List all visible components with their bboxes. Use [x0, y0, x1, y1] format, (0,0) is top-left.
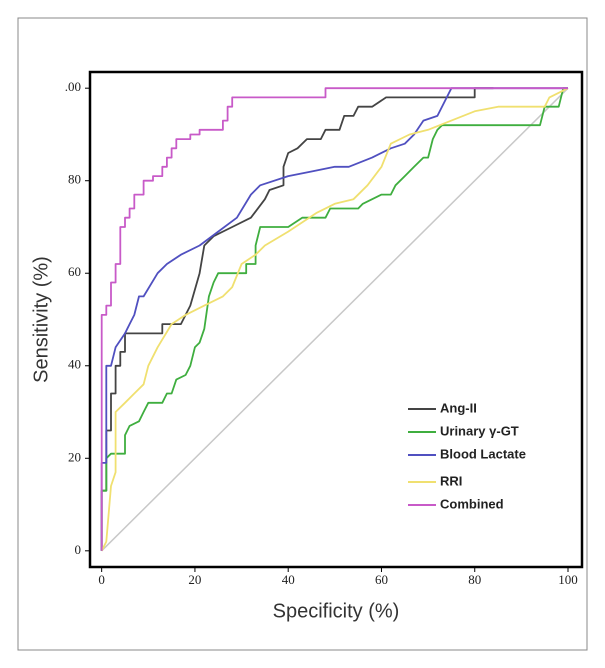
- legend-label: Urinary γ-GT: [440, 423, 519, 438]
- legend-label: RRI: [440, 473, 462, 488]
- roc-line: [100, 87, 494, 551]
- roc-line: [100, 87, 568, 551]
- roc-line: [100, 87, 568, 551]
- frame: [17, 17, 588, 651]
- roc-line: [100, 87, 568, 551]
- y-tick-label: 20: [68, 449, 81, 464]
- y-tick-label: .00: [65, 79, 81, 94]
- y-tick-label: 80: [68, 172, 81, 187]
- y-tick-label: 40: [68, 357, 81, 372]
- y-tick-label: 0: [75, 542, 82, 557]
- reference-line: [101, 87, 569, 552]
- x-tick-label: 0: [98, 572, 105, 587]
- x-tick-label: 80: [468, 572, 481, 587]
- y-axis-title: Sensitivity (%): [30, 256, 52, 383]
- legend-label: Blood Lactate: [440, 446, 526, 461]
- legend-label: Ang-II: [440, 400, 477, 415]
- x-tick-label: 20: [188, 572, 201, 587]
- x-tick-label: 100: [558, 572, 578, 587]
- x-tick-label: 40: [282, 572, 295, 587]
- plot-border: [88, 70, 584, 569]
- roc-line: [100, 87, 569, 552]
- x-axis-title: Specificity (%): [273, 600, 400, 622]
- y-tick-label: 60: [68, 264, 81, 279]
- x-tick-label: 60: [375, 572, 388, 587]
- legend-label: Combined: [440, 496, 504, 511]
